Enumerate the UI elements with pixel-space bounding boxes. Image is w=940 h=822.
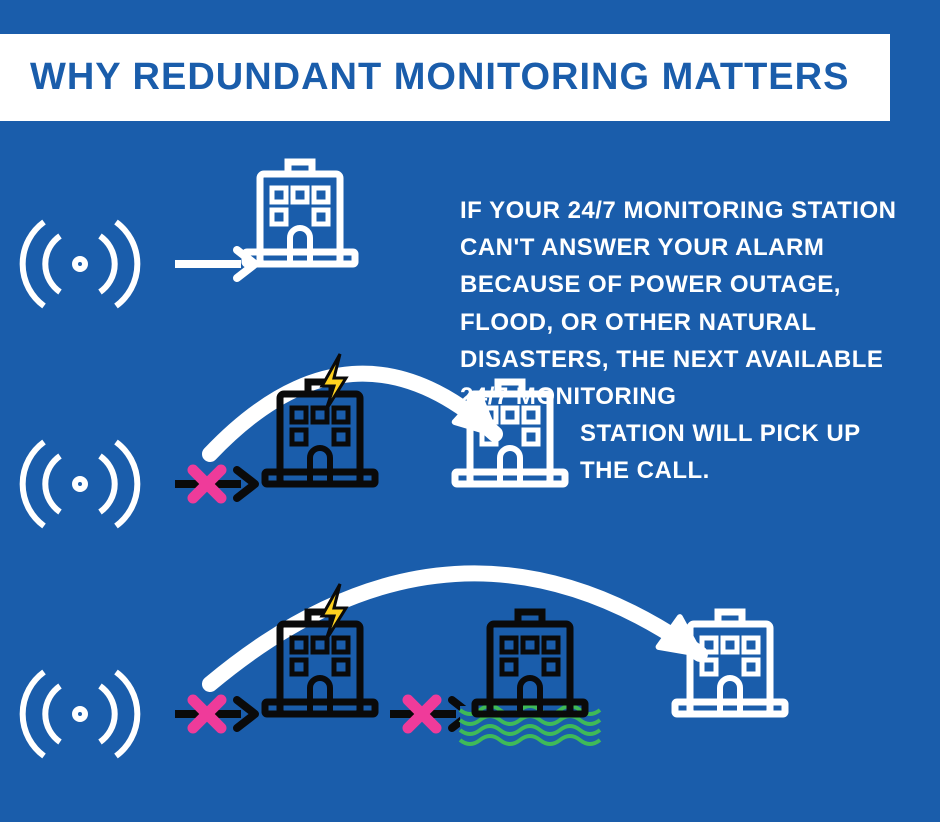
building-icon xyxy=(245,162,355,264)
body-main: IF YOUR 24/7 MONITORING STATION CAN'T AN… xyxy=(460,197,896,410)
body-tail: STATION WILL PICK UP THE CALL. xyxy=(580,415,910,489)
lightning-icon xyxy=(322,584,346,640)
building-icon xyxy=(675,612,785,714)
alarm-signal-icon xyxy=(23,672,138,756)
blocked-arrow-icon xyxy=(175,470,255,498)
flood-icon xyxy=(460,706,600,744)
building-icon xyxy=(265,382,375,484)
body-text: IF YOUR 24/7 MONITORING STATION CAN'T AN… xyxy=(460,192,910,490)
building-icon xyxy=(265,612,375,714)
alarm-signal-icon xyxy=(23,442,138,526)
page-title: WHY REDUNDANT MONITORING MATTERS xyxy=(30,56,860,99)
blocked-arrow-icon xyxy=(390,700,470,728)
alarm-signal-icon xyxy=(23,222,138,306)
title-bar: WHY REDUNDANT MONITORING MATTERS xyxy=(0,34,890,121)
arrow-icon xyxy=(175,250,255,278)
blocked-arrow-icon xyxy=(175,700,255,728)
curved-arrow-icon xyxy=(210,374,495,454)
lightning-icon xyxy=(322,354,346,410)
curved-arrow-icon xyxy=(210,573,700,684)
building-icon xyxy=(475,612,585,714)
